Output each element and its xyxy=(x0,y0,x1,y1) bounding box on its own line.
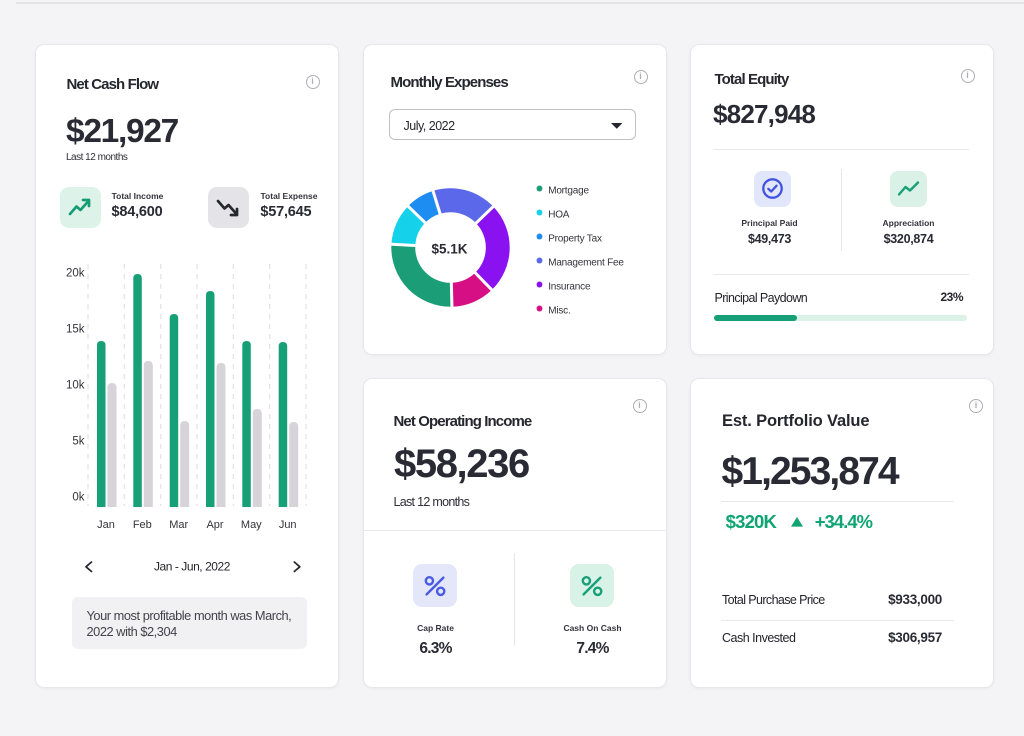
svg-text:5k: 5k xyxy=(72,435,84,447)
svg-text:Jun: Jun xyxy=(279,519,297,531)
svg-text:$5.1K: $5.1K xyxy=(431,242,467,257)
svg-text:20k: 20k xyxy=(66,267,85,279)
svg-text:Property Tax: Property Tax xyxy=(548,233,602,244)
svg-text:Misc.: Misc. xyxy=(548,305,570,316)
svg-text:Jan: Jan xyxy=(97,519,115,531)
svg-text:Mortgage: Mortgage xyxy=(548,185,589,196)
svg-text:Insurance: Insurance xyxy=(548,281,591,292)
svg-text:Apr: Apr xyxy=(206,519,223,531)
svg-text:HOA: HOA xyxy=(548,209,570,220)
svg-text:10k: 10k xyxy=(66,379,85,391)
svg-text:Jan - Jun, 2022: Jan - Jun, 2022 xyxy=(154,560,231,574)
svg-text:0k: 0k xyxy=(72,491,84,503)
svg-text:Feb: Feb xyxy=(133,519,152,531)
svg-text:Management Fee: Management Fee xyxy=(548,257,624,268)
svg-text:Mar: Mar xyxy=(169,519,188,531)
svg-text:May: May xyxy=(241,519,262,531)
svg-text:15k: 15k xyxy=(66,323,85,335)
